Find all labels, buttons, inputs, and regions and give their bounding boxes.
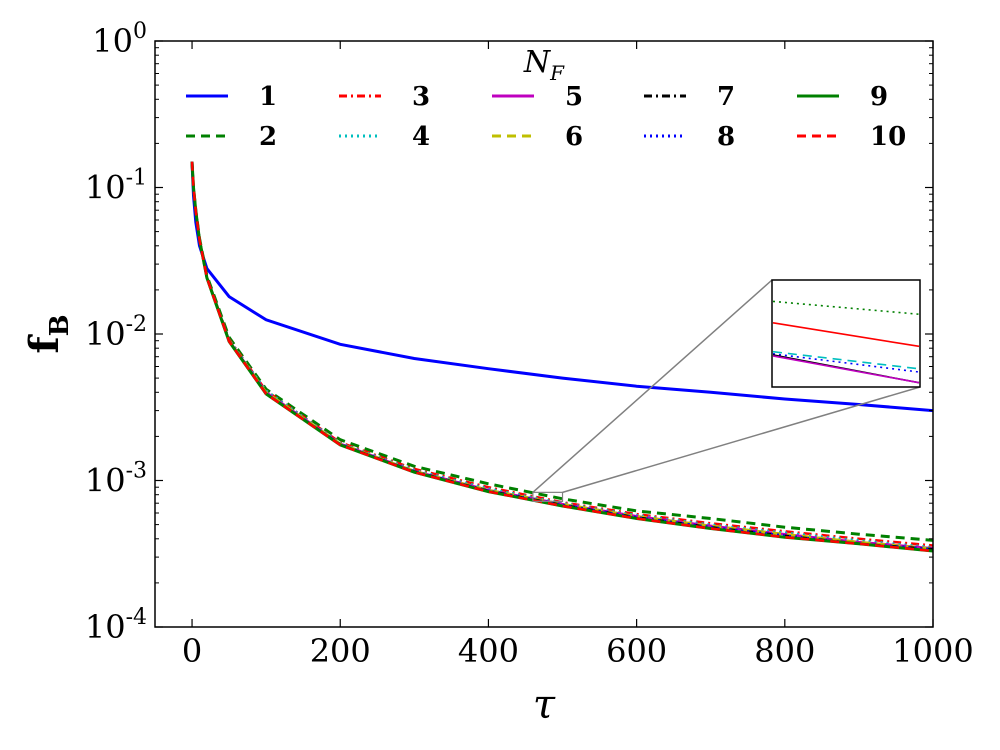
y-axis-label-main: f: [21, 334, 68, 354]
inset-frame: [771, 279, 921, 388]
inset-series-line: [772, 355, 920, 384]
y-tick-label: 10-4: [85, 605, 147, 646]
y-tick-base: 10: [92, 22, 133, 60]
inset-connector-line: [532, 279, 773, 493]
legend-label-4: 4: [412, 122, 430, 152]
x-axis-ticks: 0 200 400 600 800 1000: [182, 41, 974, 670]
y-tick-label: 10-2: [85, 312, 147, 353]
x-tick-label: 600: [606, 632, 667, 670]
legend-label-9: 9: [870, 82, 888, 112]
series-line-10: [190, 161, 933, 553]
legend-label-10: 10: [870, 122, 906, 152]
legend-label-7: 7: [717, 82, 735, 112]
inset-connector-line: [562, 386, 921, 494]
legend-title-subscript: F: [549, 61, 565, 85]
y-tick-exponent: 0: [133, 19, 147, 44]
legend-label-6: 6: [565, 122, 583, 152]
y-tick-base: 10: [85, 462, 126, 500]
y-tick-label: 10-3: [85, 459, 147, 500]
legend-label-2: 2: [259, 122, 277, 152]
legend-label-1: 1: [259, 82, 277, 112]
legend: 1 2 3 4 5 6 7 8 9 10: [186, 82, 906, 152]
legend-label-8: 8: [717, 122, 735, 152]
x-tick-label: 800: [754, 632, 815, 670]
y-tick-exponent: -1: [126, 166, 147, 191]
legend-label-5: 5: [565, 82, 583, 112]
x-tick-label: 200: [310, 632, 371, 670]
inset-source-box: [532, 491, 564, 503]
inset-layer: [532, 279, 921, 503]
legend-label-3: 3: [412, 82, 430, 112]
series-layer: [190, 161, 933, 553]
y-axis-label-subscript: B: [45, 314, 75, 336]
legend-title: NF: [523, 45, 565, 85]
y-tick-label: 10-1: [85, 166, 147, 207]
legend-title-base: N: [523, 45, 552, 80]
inset-series-line: [772, 350, 920, 370]
y-tick-base: 10: [85, 169, 126, 207]
x-tick-label: 400: [458, 632, 519, 670]
inset-series-line: [772, 300, 920, 316]
y-tick-exponent: -3: [126, 459, 147, 484]
y-tick-base: 10: [85, 315, 126, 353]
x-axis-label: τ: [533, 682, 556, 728]
inset-series-line: [772, 322, 920, 348]
y-tick-base: 10: [85, 608, 126, 646]
y-tick-label: 100: [92, 19, 147, 60]
x-tick-label: 0: [182, 632, 202, 670]
y-tick-exponent: -4: [126, 605, 147, 630]
y-tick-exponent: -2: [126, 312, 147, 337]
x-tick-label: 1000: [892, 632, 973, 670]
inset-series-line: [772, 353, 920, 373]
y-axis-label: fB: [21, 314, 75, 353]
